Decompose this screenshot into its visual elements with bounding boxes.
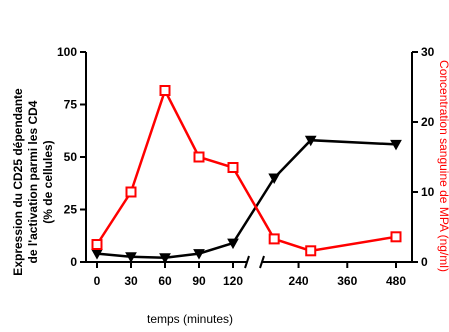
- right-y-tick-label: 20: [421, 115, 435, 129]
- series-1-point: [125, 252, 137, 263]
- x-ticks: 0 30 60 90 120 240 360 480: [94, 262, 406, 288]
- left-y-tick-label: 0: [70, 255, 77, 269]
- series-2-point: [91, 239, 103, 250]
- right-y-ticks: 0 10 20 30: [412, 45, 435, 269]
- x-tick-label: 90: [192, 274, 206, 288]
- x-tick-label: 120: [223, 274, 243, 288]
- left-y-tick-label: 100: [57, 45, 77, 59]
- axis-break-mark-left: [244, 255, 250, 269]
- x-tick-label: 30: [124, 274, 138, 288]
- right-y-tick-label: 0: [421, 255, 428, 269]
- left-y-tick-label: 50: [64, 150, 78, 164]
- series-2-point: [390, 231, 402, 243]
- series-2-point: [193, 151, 205, 163]
- series-2-point: [159, 85, 171, 96]
- left-y-tick-label: 25: [64, 203, 78, 217]
- right-axis-title: Concentration sanguine de MPA (ng/ml): [437, 60, 449, 272]
- series-1-point: [227, 238, 239, 250]
- series-1-point: [304, 135, 317, 147]
- x-tick-label: 240: [289, 274, 309, 288]
- axis-break-mark-right: [259, 255, 265, 269]
- left-axis-title-line-3: (% de cellules): [41, 140, 55, 223]
- x-tick-label: 60: [158, 274, 172, 288]
- left-axis-title: Expression du CD25 dépendante de l'activ…: [11, 88, 55, 276]
- series-1-point: [159, 253, 171, 264]
- right-axis-title-text: Concentration sanguine de MPA (ng/ml): [437, 60, 449, 272]
- x-tick-label: 480: [386, 274, 406, 288]
- right-y-tick-label: 30: [421, 45, 435, 59]
- left-y-tick-label: 75: [64, 98, 78, 112]
- series-line-2: [95, 87, 397, 253]
- series-1-point: [193, 249, 205, 260]
- series-line-1: [96, 138, 397, 260]
- series-2-point: [268, 233, 280, 245]
- left-axis-title-line-1: Expression du CD25 dépendante: [11, 88, 25, 276]
- series-1-point: [390, 139, 402, 151]
- series-2-point: [227, 162, 239, 173]
- right-y-tick-label: 10: [421, 185, 435, 199]
- series-2-point: [305, 245, 317, 257]
- left-y-ticks: 0 25 50 75 100: [57, 45, 86, 269]
- x-axis-title: temps (minutes): [147, 312, 233, 326]
- series-2-point: [125, 186, 137, 198]
- left-axis-title-line-2: de l'activation parmi les CD4: [26, 100, 40, 263]
- x-tick-label: 0: [94, 274, 101, 288]
- x-tick-label: 360: [337, 274, 357, 288]
- series-1-point: [268, 173, 281, 185]
- series-layer: [91, 85, 402, 264]
